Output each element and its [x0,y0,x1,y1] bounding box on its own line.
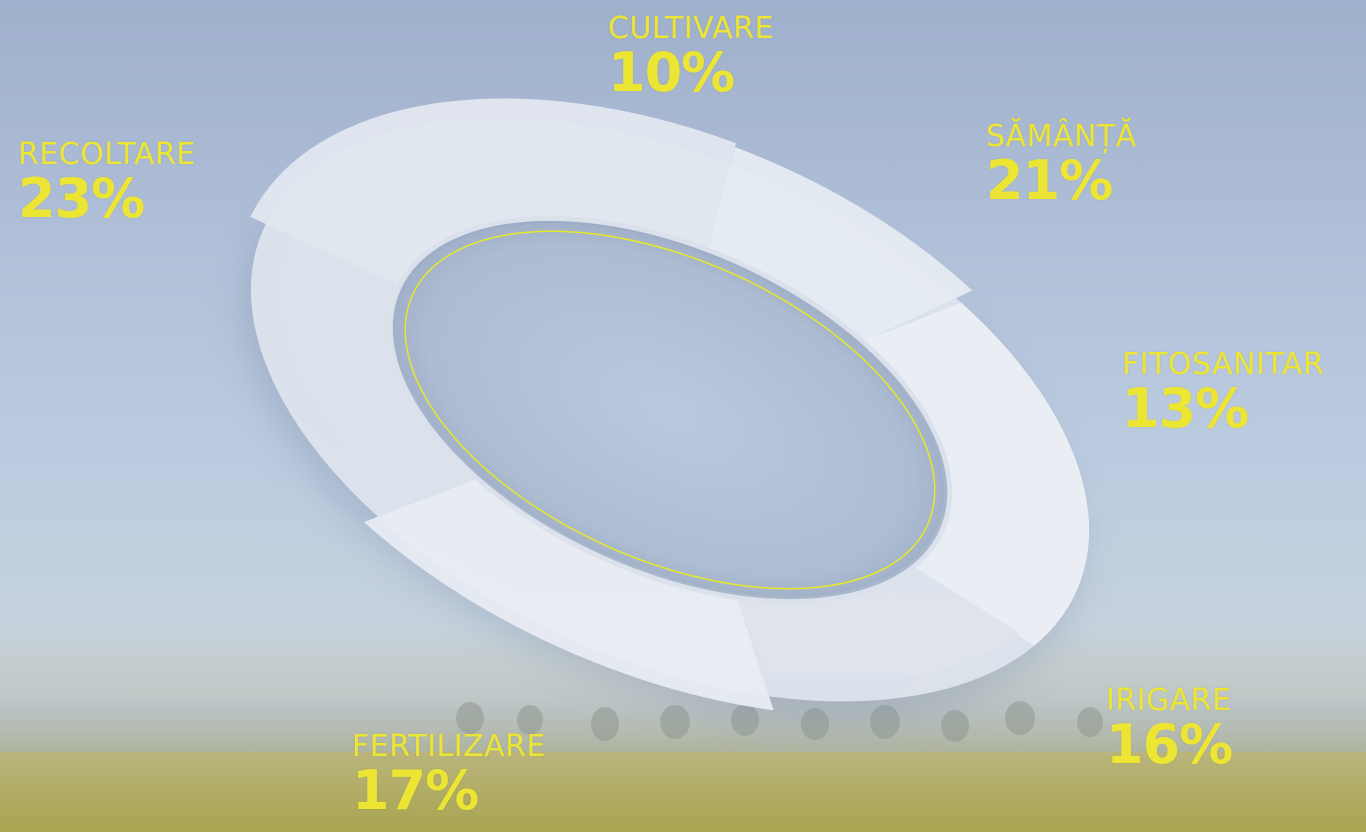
data-label: 17% [352,759,479,822]
data-label: 13% [1122,377,1249,440]
donut-segment-recoltare [250,98,736,285]
label-cultivare: CULTIVARE 10% [608,14,774,100]
data-label: 23% [18,167,145,230]
donut-segment-fertilizare [280,236,475,504]
category-label: FITOSANITAR [1122,347,1325,382]
donut-segments [250,98,1090,711]
donut-segment-irigare [363,479,774,711]
category-label: SĂMÂNȚĂ [986,119,1137,154]
category-label: RECOLTARE [18,137,196,172]
data-label: 16% [1106,713,1233,776]
label-irigare: IRIGARE 16% [1106,683,1233,776]
donut-segment-fitosanitar [737,568,1020,681]
category-label: CULTIVARE [608,11,775,46]
label-fertilizare: FERTILIZARE 17% [352,732,546,818]
label-fitosanitar: FITOSANITAR 13% [1122,350,1324,436]
data-label: 21% [986,149,1113,212]
label-samanta: SĂMÂNȚĂ 21% [986,122,1137,208]
inner-yellow-ring [404,230,936,590]
donut-segment-cultivare [708,147,973,341]
category-label: IRIGARE [1106,683,1232,718]
data-label: 10% [608,41,735,104]
category-label: FERTILIZARE [352,729,546,764]
donut-segment-sămânță [865,302,1090,646]
label-recoltare: RECOLTARE 23% [18,140,196,226]
